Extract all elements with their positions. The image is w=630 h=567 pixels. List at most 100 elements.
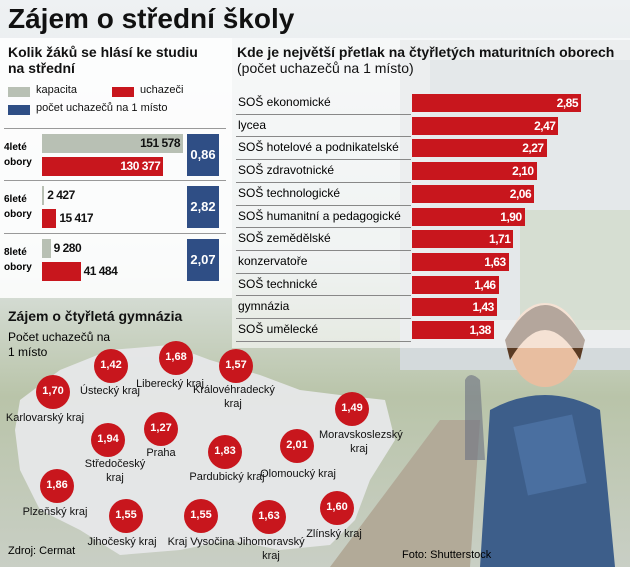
region-value: 1,70	[42, 385, 64, 397]
bar	[412, 298, 497, 317]
region-circle	[36, 375, 70, 409]
ratio-box	[187, 186, 219, 228]
legend-swatch	[112, 87, 134, 97]
region-name: Moravskoslezský kraj	[319, 429, 403, 455]
ratio-label: 2,82	[190, 199, 216, 214]
bar	[412, 207, 525, 226]
legend-label: počet uchazečů na 1 místo	[36, 102, 168, 114]
region-circle	[208, 435, 242, 469]
bar	[412, 184, 535, 203]
region-circle	[144, 412, 178, 446]
region-circle	[159, 341, 193, 375]
category-label: SOŠ technologické	[238, 185, 341, 200]
region-name: Královéhradecký kraj	[193, 384, 275, 410]
row-separator	[4, 233, 226, 234]
photo-credit: Foto: Shutterstock	[402, 549, 492, 561]
bar	[412, 139, 547, 158]
value-label: 2,27	[522, 141, 544, 156]
bar	[42, 239, 51, 258]
legend-swatch	[8, 105, 30, 115]
value-label: 130 377	[120, 159, 161, 173]
region-name: Ústecký kraj	[80, 385, 140, 397]
bar	[412, 321, 494, 339]
bar	[42, 157, 164, 176]
category-label: 8leté obory	[4, 247, 32, 273]
category-label: SOŠ ekonomické	[238, 95, 331, 109]
row-separator	[236, 204, 411, 206]
region-value: 1,55	[115, 509, 137, 521]
region-name: Středočeský kraj	[84, 458, 146, 484]
row-separator	[236, 340, 411, 342]
chart-subtitle: Počet uchazečů na 1 místo	[8, 330, 111, 359]
chart-title: Kde je největší přetlak na čtyřletých ma…	[237, 44, 617, 76]
region-value: 1,55	[190, 509, 212, 521]
region-value: 1,57	[225, 359, 247, 371]
page-title: Zájem o střední školy	[8, 3, 295, 34]
region-circle	[320, 491, 354, 525]
category-label: SOŠ zemědělské	[238, 231, 331, 246]
bar	[412, 230, 514, 249]
value-label: 2,06	[509, 186, 532, 201]
legend-label: uchazeči	[140, 84, 184, 96]
row-separator	[236, 181, 411, 183]
region-value: 1,63	[258, 510, 280, 522]
region-value: 1,60	[326, 501, 348, 513]
region-value: 1,86	[46, 479, 68, 491]
region-name: Praha	[146, 447, 176, 459]
row-separator	[236, 249, 411, 251]
category-label: gymnázia	[238, 299, 290, 314]
category-label: SOŠ humanitní a pedagogické	[238, 208, 401, 223]
value-label: 1,46	[474, 277, 496, 292]
ratio-label: 0,86	[190, 147, 216, 162]
bar	[412, 275, 499, 294]
region-name: Jihočeský kraj	[87, 536, 157, 548]
value-label: 41 484	[83, 264, 118, 278]
region-name: Liberecký kraj	[136, 378, 204, 390]
region-circle	[184, 499, 218, 533]
chart-title: Zájem o čtyřletá gymnázia	[8, 308, 183, 324]
row-separator	[236, 272, 411, 274]
region-circle	[280, 429, 314, 463]
row-separator	[236, 159, 411, 161]
value-label: 2,47	[534, 118, 556, 133]
region-value: 1,27	[150, 422, 172, 434]
source: Zdroj: Cermat	[8, 545, 76, 557]
bar	[42, 209, 57, 228]
category-label: SOŠ zdravotnické	[238, 163, 335, 178]
region-value: 1,42	[100, 359, 122, 371]
category-label: lycea	[238, 117, 267, 132]
chart-subtitle: (počet uchazečů na 1 místo)	[237, 60, 414, 76]
value-label: 2,85	[556, 96, 579, 110]
ratio-box	[187, 134, 219, 176]
chart-title: Kolik žáků se hlásí ke studiu na střední	[8, 44, 198, 76]
region-circle	[109, 499, 143, 533]
legend-swatch	[8, 87, 30, 97]
region-value: 2,01	[286, 439, 308, 451]
category-label: SOŠ hotelové a podnikatelské	[238, 140, 399, 155]
row-separator	[4, 180, 226, 181]
region-circle	[91, 423, 125, 457]
bar	[42, 134, 183, 153]
region-circle	[252, 500, 286, 534]
bar	[42, 262, 81, 281]
value-label: 2 427	[47, 188, 75, 202]
row-separator	[236, 113, 411, 115]
row-separator	[236, 318, 411, 319]
row-separator	[236, 136, 411, 138]
value-label: 9 280	[53, 241, 82, 255]
bar	[42, 186, 45, 205]
value-label: 1,63	[484, 254, 506, 269]
ratio-label: 2,07	[190, 252, 216, 267]
row-separator	[4, 128, 226, 129]
value-label: 1,43	[472, 300, 494, 315]
category-label: SOŠ umělecké	[238, 322, 319, 336]
value-label: 2,10	[512, 164, 534, 179]
ratio-box	[187, 239, 219, 281]
category-label: 6leté obory	[4, 194, 32, 220]
region-value: 1,49	[341, 402, 363, 414]
category-label: konzervatoře	[238, 253, 308, 268]
value-label: 1,71	[489, 232, 511, 247]
bar	[412, 94, 581, 112]
region-value: 1,68	[165, 351, 187, 363]
